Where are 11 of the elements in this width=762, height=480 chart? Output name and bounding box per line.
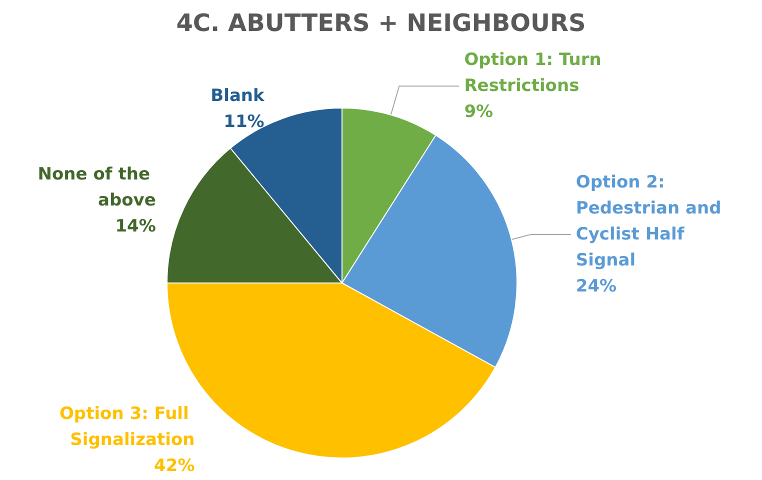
data-label: 11%	[224, 112, 264, 132]
slice-label: Option 2: Pedestrian and Cyclist Half Signal	[576, 172, 728, 271]
slice-label: Option 3: Full Signalization	[59, 404, 195, 450]
slice-label: None of the above	[38, 164, 156, 211]
slice-label: Option 1: Turn Restrictions	[464, 50, 608, 96]
slice-label: Blank	[210, 86, 266, 106]
data-label: 24%	[576, 276, 617, 297]
data-label: 42%	[154, 456, 195, 476]
data-label: 14%	[115, 216, 156, 237]
chart-title: 4C. ABUTTERS + NEIGHBOURS	[176, 9, 586, 37]
data-label: 9%	[464, 102, 494, 122]
